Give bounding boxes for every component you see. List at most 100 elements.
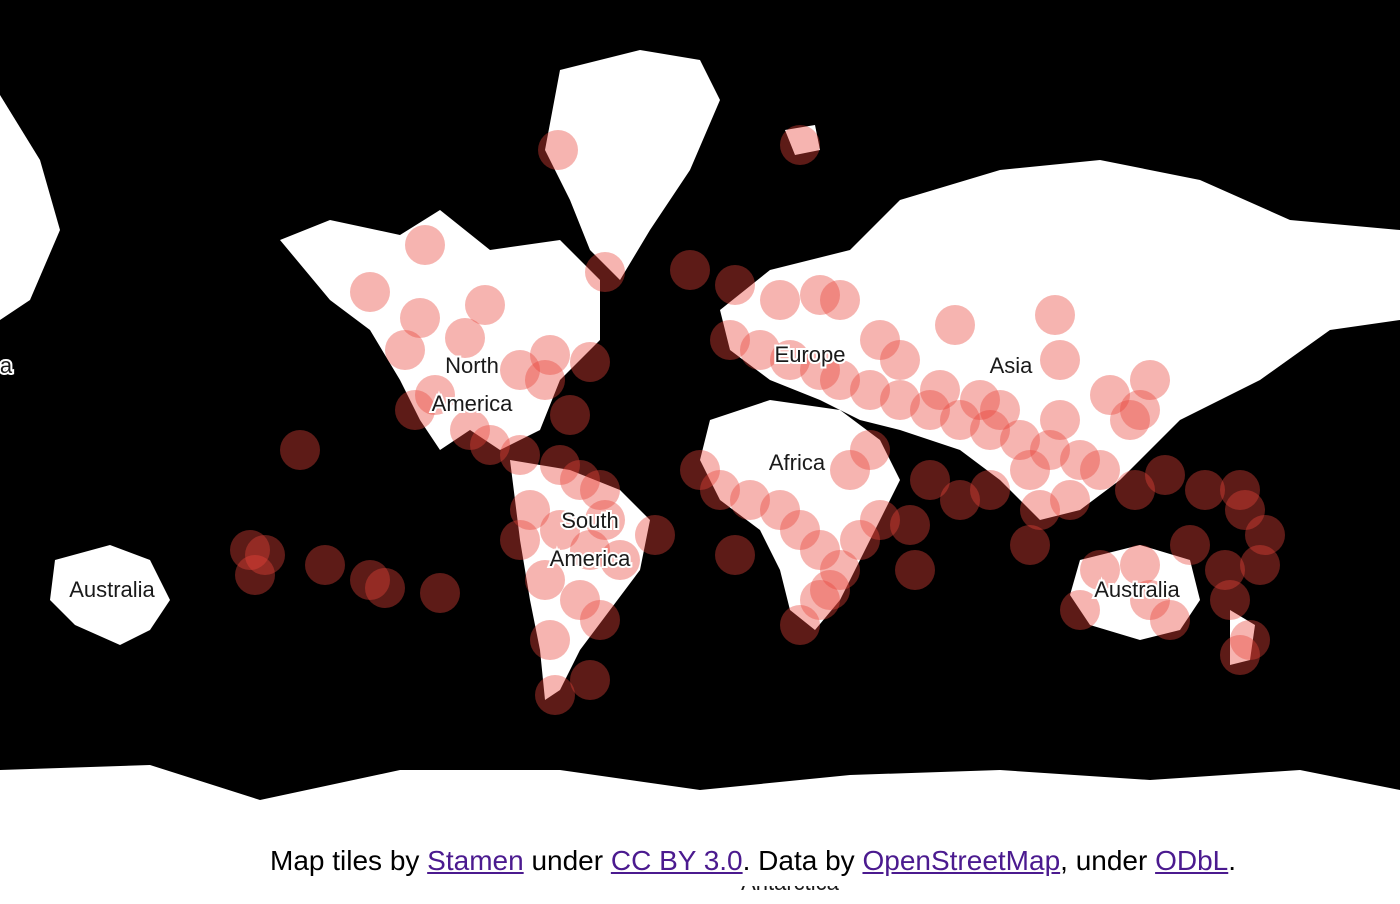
map-marker[interactable] (760, 490, 800, 530)
map-marker[interactable] (385, 330, 425, 370)
map-marker[interactable] (1030, 430, 1070, 470)
map-marker[interactable] (500, 350, 540, 390)
map-marker[interactable] (880, 340, 920, 380)
map-marker[interactable] (1010, 525, 1050, 565)
map-marker[interactable] (1240, 545, 1280, 585)
map-marker[interactable] (635, 515, 675, 555)
map-marker[interactable] (445, 318, 485, 358)
map-marker[interactable] (580, 600, 620, 640)
map-marker[interactable] (1225, 490, 1265, 530)
map-marker[interactable] (585, 500, 625, 540)
map-marker[interactable] (540, 510, 580, 550)
map-marker[interactable] (970, 410, 1010, 450)
map-marker[interactable] (715, 535, 755, 575)
map-marker[interactable] (500, 435, 540, 475)
map-marker[interactable] (420, 573, 460, 613)
map-marker[interactable] (1120, 390, 1160, 430)
map-marker[interactable] (670, 250, 710, 290)
map-marker[interactable] (280, 430, 320, 470)
map-marker[interactable] (960, 380, 1000, 420)
map-marker[interactable] (1040, 400, 1080, 440)
map-marker[interactable] (810, 570, 850, 610)
map-marker[interactable] (560, 580, 600, 620)
map-marker[interactable] (850, 370, 890, 410)
map-marker[interactable] (910, 390, 950, 430)
map-marker[interactable] (1130, 580, 1170, 620)
map-marker[interactable] (600, 540, 640, 580)
odbl-link[interactable]: ODbL (1155, 845, 1229, 876)
map-marker[interactable] (500, 520, 540, 560)
map-marker[interactable] (1145, 455, 1185, 495)
map-marker[interactable] (880, 380, 920, 420)
map-marker[interactable] (740, 330, 780, 370)
map-marker[interactable] (780, 125, 820, 165)
cc-by-link[interactable]: CC BY 3.0 (610, 845, 743, 876)
map-marker[interactable] (530, 620, 570, 660)
map-marker[interactable] (1205, 550, 1245, 590)
map-marker[interactable] (940, 400, 980, 440)
map-marker[interactable] (305, 545, 345, 585)
map-marker[interactable] (935, 305, 975, 345)
map-marker[interactable] (1120, 545, 1160, 585)
map-marker[interactable] (1035, 295, 1075, 335)
map-marker[interactable] (910, 460, 950, 500)
map-marker[interactable] (395, 390, 435, 430)
map-marker[interactable] (450, 410, 490, 450)
map-marker[interactable] (1040, 340, 1080, 380)
map-marker[interactable] (550, 395, 590, 435)
openstreetmap-link[interactable]: OpenStreetMap (862, 845, 1061, 876)
map-marker[interactable] (800, 350, 840, 390)
map-marker[interactable] (715, 265, 755, 305)
map-marker[interactable] (1000, 420, 1040, 460)
map-marker[interactable] (730, 480, 770, 520)
map-marker[interactable] (895, 550, 935, 590)
map-marker[interactable] (1220, 470, 1260, 510)
map-marker[interactable] (230, 530, 270, 570)
map-marker[interactable] (540, 445, 580, 485)
map-marker[interactable] (415, 375, 455, 415)
map-marker[interactable] (1130, 360, 1170, 400)
map-marker[interactable] (580, 470, 620, 510)
map-marker[interactable] (570, 660, 610, 700)
map-marker[interactable] (530, 335, 570, 375)
map-marker[interactable] (350, 560, 390, 600)
map-marker[interactable] (970, 470, 1010, 510)
map-marker[interactable] (1210, 580, 1250, 620)
map-marker[interactable] (770, 340, 810, 380)
map-marker[interactable] (1230, 620, 1270, 660)
map-marker[interactable] (1220, 635, 1260, 675)
marker-layer[interactable] (230, 125, 1285, 715)
map-marker[interactable] (365, 568, 405, 608)
map-marker[interactable] (570, 530, 610, 570)
map-marker[interactable] (1080, 450, 1120, 490)
map-marker[interactable] (1050, 480, 1090, 520)
map-marker[interactable] (820, 360, 860, 400)
map-marker[interactable] (538, 130, 578, 170)
map-marker[interactable] (1080, 550, 1120, 590)
map-marker[interactable] (1185, 470, 1225, 510)
map-marker[interactable] (940, 480, 980, 520)
map-marker[interactable] (405, 225, 445, 265)
map-marker[interactable] (570, 342, 610, 382)
map-marker[interactable] (235, 555, 275, 595)
map-marker[interactable] (470, 425, 510, 465)
map-marker[interactable] (525, 560, 565, 600)
map-marker[interactable] (560, 460, 600, 500)
map-marker[interactable] (860, 320, 900, 360)
map-marker[interactable] (525, 360, 565, 400)
map-marker[interactable] (245, 535, 285, 575)
map-marker[interactable] (800, 530, 840, 570)
map-marker[interactable] (680, 450, 720, 490)
map-marker[interactable] (400, 298, 440, 338)
map-marker[interactable] (1110, 400, 1150, 440)
map-marker[interactable] (780, 510, 820, 550)
map-marker[interactable] (350, 272, 390, 312)
map-marker[interactable] (1170, 525, 1210, 565)
map-marker[interactable] (585, 252, 625, 292)
map-marker[interactable] (1090, 375, 1130, 415)
map-marker[interactable] (710, 320, 750, 360)
map-marker[interactable] (800, 580, 840, 620)
map-marker[interactable] (920, 370, 960, 410)
map-marker[interactable] (780, 605, 820, 645)
